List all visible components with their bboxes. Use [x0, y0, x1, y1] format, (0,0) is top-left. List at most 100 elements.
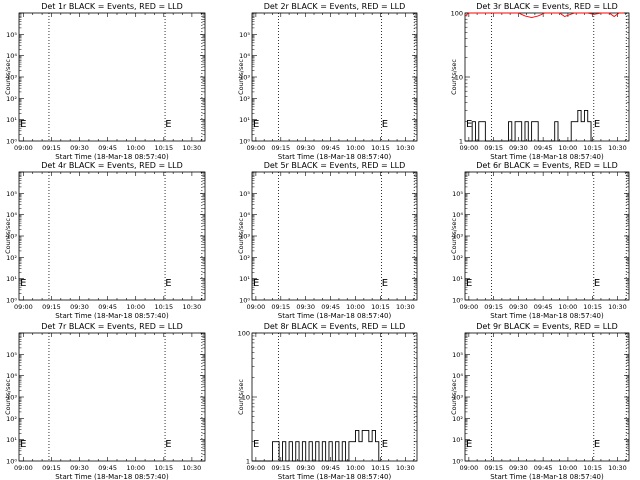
y-axis-label: Counts/sec	[450, 379, 458, 415]
x-tick-label: 09:30	[296, 464, 315, 472]
interval-mark: E	[382, 278, 388, 289]
y-axis-label: Counts/sec	[4, 379, 12, 415]
y-tick-label: 10⁴	[6, 52, 17, 60]
y-tick-label: 10	[242, 394, 250, 402]
x-axis-label: Start Time (18-Mar-18 08:57:40)	[278, 473, 392, 480]
y-tick-label: 1	[246, 458, 250, 466]
x-axis-label: Start Time (18-Mar-18 08:57:40)	[55, 153, 169, 161]
interval-mark: E	[165, 278, 171, 289]
panel-title: Det 9r BLACK = Events, RED = LLD	[476, 322, 618, 331]
x-axis-label: Start Time (18-Mar-18 08:57:40)	[55, 473, 169, 480]
y-tick-label: 10¹	[6, 436, 17, 444]
x-tick-label: 10:15	[371, 144, 390, 152]
x-tick-label: 10:00	[346, 144, 365, 152]
x-tick-label: 10:00	[559, 303, 578, 311]
x-tick-label: 10:15	[583, 144, 602, 152]
y-tick-label: 10¹	[6, 275, 17, 283]
panel-title: Det 1r BLACK = Events, RED = LLD	[41, 2, 183, 11]
x-tick-label: 09:30	[509, 303, 528, 311]
x-tick-label: 09:15	[484, 144, 503, 152]
y-tick-label: 10⁴	[239, 211, 250, 219]
y-tick-label: 1	[459, 138, 463, 146]
detector-panel: Det 7r BLACK = Events, RED = LLD Counts/s…	[4, 322, 206, 480]
plot-frame	[464, 171, 630, 301]
y-tick-label: 10³	[452, 233, 463, 241]
x-tick-label: 10:30	[396, 144, 415, 152]
y-tick-label: 10³	[239, 233, 250, 241]
panel-title: Det 8r BLACK = Events, RED = LLD	[264, 322, 406, 331]
y-axis-label: Counts/sec	[450, 59, 458, 95]
x-tick-label: 09:00	[14, 464, 33, 472]
y-tick-label: 10⁰	[6, 458, 17, 466]
y-tick-label: 10	[455, 74, 463, 82]
x-tick-label: 09:45	[98, 303, 117, 311]
y-tick-label: 10⁵	[239, 31, 250, 39]
x-tick-label: 10:30	[608, 144, 627, 152]
y-tick-label: 10¹	[239, 275, 250, 283]
y-axis-label: Counts/sec	[4, 218, 12, 254]
y-tick-label: 10⁴	[6, 211, 17, 219]
detector-panel: Det 9r BLACK = Events, RED = LLD Counts/s…	[450, 322, 630, 480]
interval-mark: E	[20, 278, 26, 289]
x-axis-label: Start Time (18-Mar-18 08:57:40)	[278, 312, 392, 320]
x-tick-label: 09:15	[271, 464, 290, 472]
x-tick-label: 10:15	[583, 303, 602, 311]
x-tick-label: 09:30	[509, 464, 528, 472]
detector-panel: Det 6r BLACK = Events, RED = LLD Counts/s…	[450, 161, 630, 320]
y-tick-label: 10³	[6, 394, 17, 402]
x-tick-label: 09:15	[42, 464, 61, 472]
interval-mark: E	[253, 439, 259, 450]
y-tick-label: 10⁰	[6, 138, 17, 146]
x-tick-label: 10:30	[608, 303, 627, 311]
x-tick-label: 09:30	[296, 144, 315, 152]
plot-frame	[251, 171, 418, 301]
x-tick-label: 10:30	[183, 144, 202, 152]
x-tick-label: 10:15	[154, 144, 173, 152]
interval-mark: E	[20, 439, 26, 450]
x-tick-label: 10:00	[559, 464, 578, 472]
x-tick-label: 10:15	[371, 303, 390, 311]
y-tick-label: 10¹	[239, 116, 250, 124]
x-tick-label: 09:30	[296, 303, 315, 311]
detector-panel: Det 4r BLACK = Events, RED = LLD Counts/s…	[4, 161, 206, 320]
y-tick-label: 10¹	[452, 275, 463, 283]
x-tick-label: 09:45	[321, 464, 340, 472]
y-tick-label: 10⁰	[452, 458, 463, 466]
x-tick-label: 09:45	[534, 464, 553, 472]
interval-mark: E	[253, 119, 259, 130]
x-tick-label: 09:45	[534, 303, 553, 311]
y-tick-label: 10⁵	[452, 190, 463, 198]
x-tick-label: 10:00	[346, 303, 365, 311]
x-tick-label: 09:45	[321, 144, 340, 152]
y-tick-label: 10¹	[6, 116, 17, 124]
y-tick-label: 100	[451, 10, 463, 18]
interval-mark: E	[594, 119, 600, 130]
x-tick-label: 09:00	[247, 144, 266, 152]
x-tick-label: 09:15	[484, 464, 503, 472]
y-tick-label: 10²	[239, 95, 250, 103]
x-tick-label: 09:00	[247, 464, 266, 472]
detector-panel: Det 5r BLACK = Events, RED = LLD Counts/s…	[237, 161, 418, 320]
x-tick-label: 09:45	[98, 144, 117, 152]
x-tick-label: 09:30	[70, 303, 89, 311]
y-axis-label: Counts/sec	[450, 218, 458, 254]
x-tick-label: 09:00	[14, 144, 33, 152]
panel-title: Det 6r BLACK = Events, RED = LLD	[476, 161, 618, 170]
x-tick-label: 09:15	[42, 144, 61, 152]
interval-mark: E	[382, 439, 388, 450]
x-tick-label: 09:45	[534, 144, 553, 152]
interval-mark: E	[594, 439, 600, 450]
y-tick-label: 10³	[452, 394, 463, 402]
y-tick-label: 10²	[452, 415, 463, 423]
x-tick-label: 10:00	[126, 464, 145, 472]
x-tick-label: 10:30	[608, 464, 627, 472]
x-tick-label: 09:00	[459, 303, 478, 311]
y-tick-label: 10⁴	[239, 52, 250, 60]
interval-mark: E	[382, 119, 388, 130]
y-tick-label: 10⁰	[239, 138, 250, 146]
y-tick-label: 10⁰	[6, 297, 17, 305]
y-tick-label: 10⁴	[452, 372, 463, 380]
y-tick-label: 10³	[6, 233, 17, 241]
y-tick-label: 10⁵	[6, 190, 17, 198]
